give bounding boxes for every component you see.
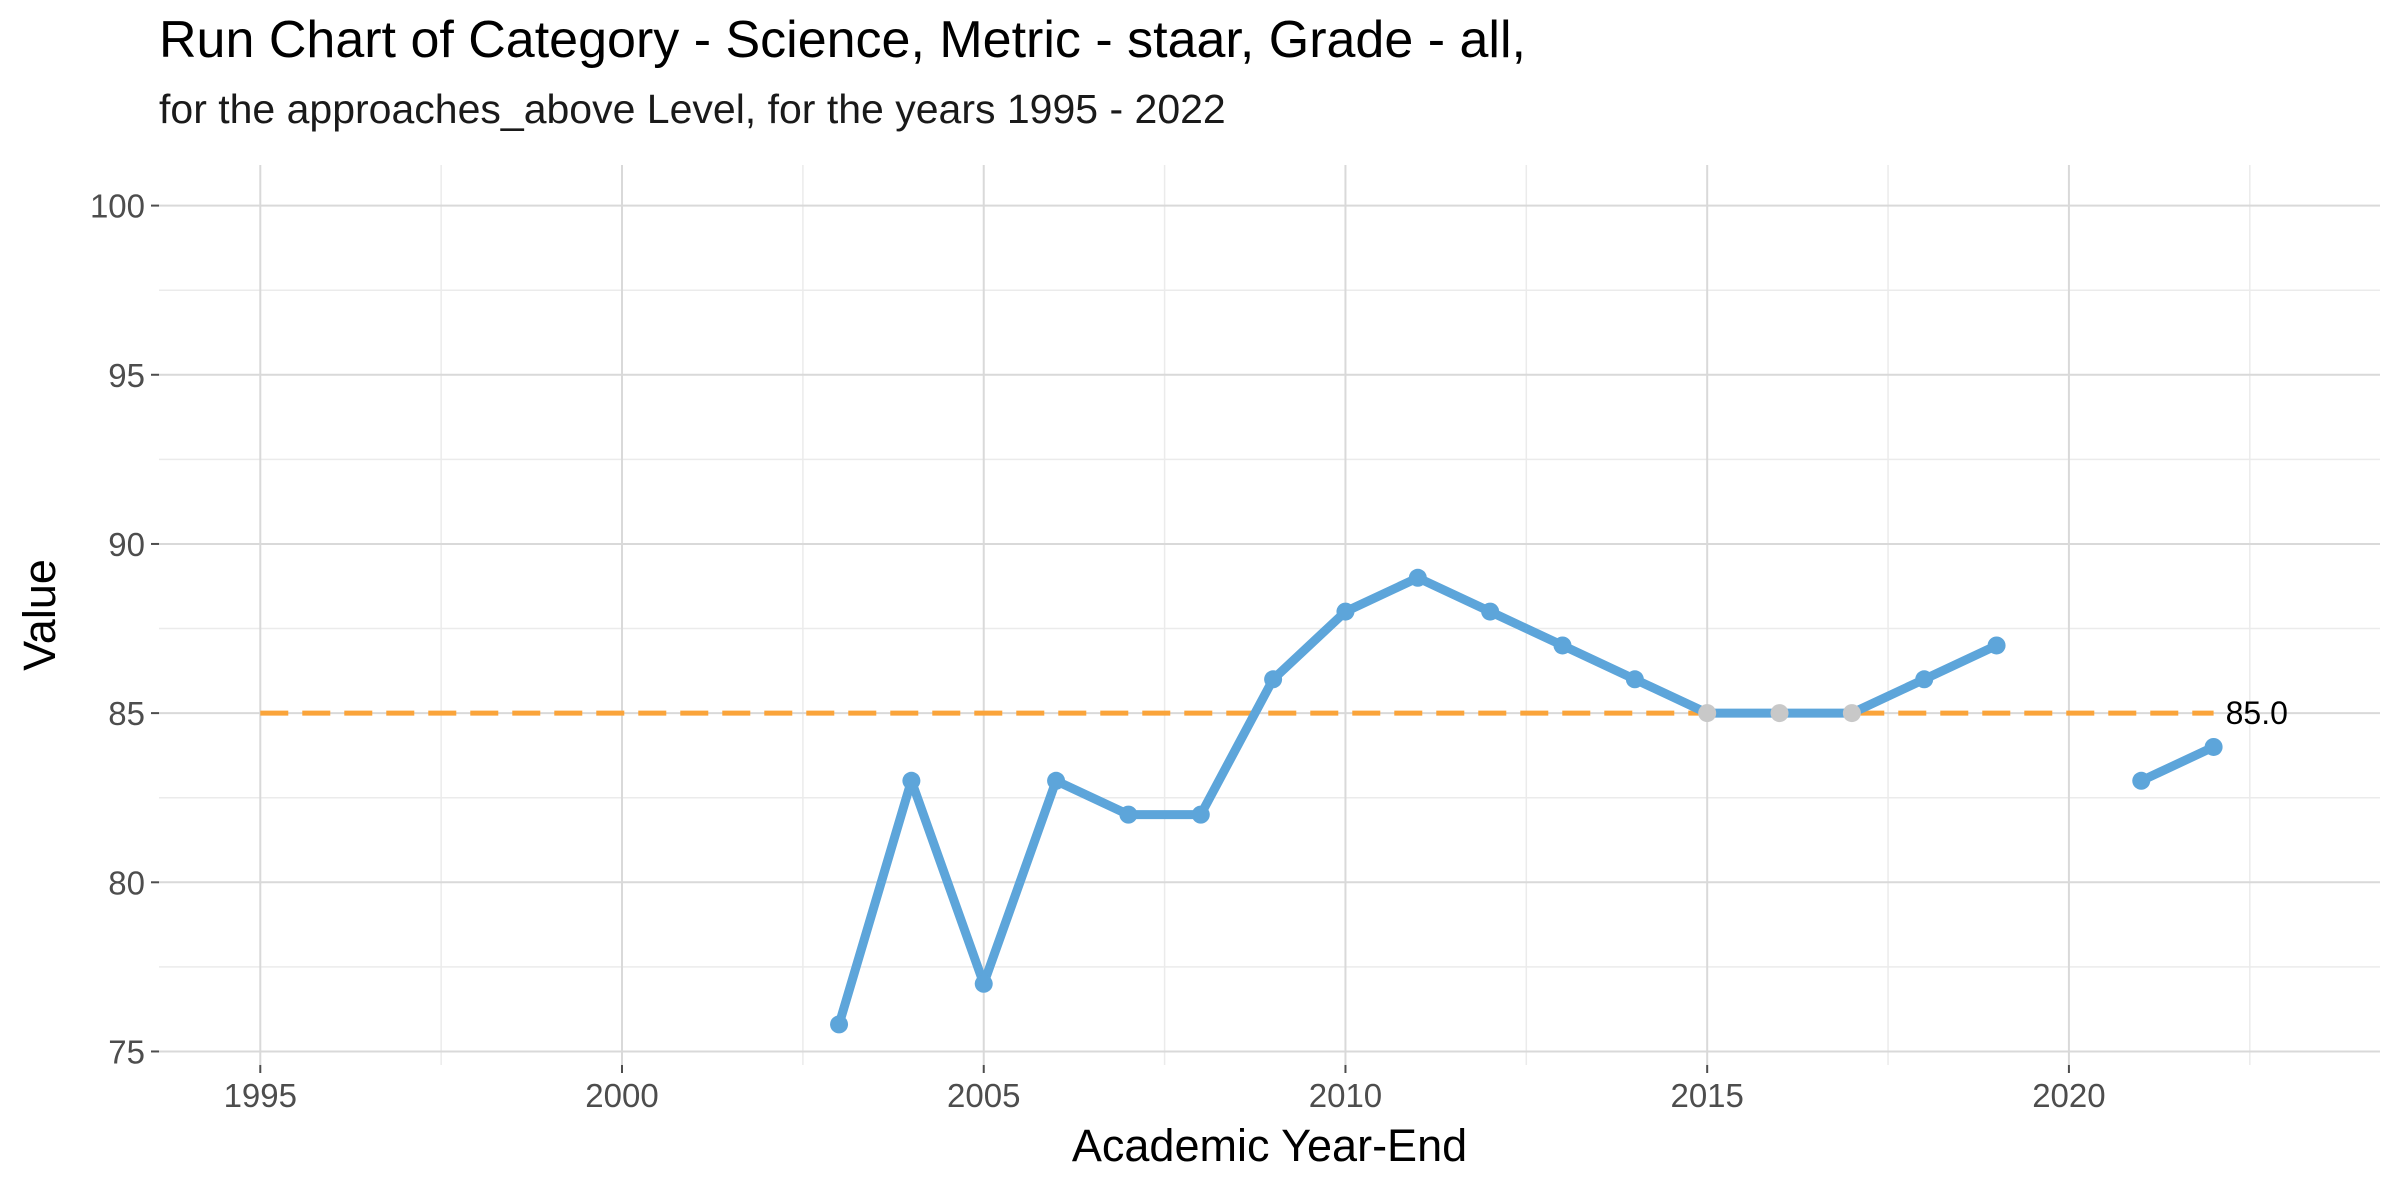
x-axis-ticks: 1995 2000 2005 2010 2015 2020 xyxy=(224,1065,2106,1114)
y-tick-label: 85 xyxy=(108,695,145,732)
data-point xyxy=(1987,636,2006,655)
y-axis-ticks: 75 80 85 90 95 100 xyxy=(90,188,159,1070)
reference-line-group: 85.0 xyxy=(260,695,2288,731)
chart-title: Run Chart of Category - Science, Metric … xyxy=(159,11,1526,69)
y-tick-label: 90 xyxy=(108,526,145,563)
data-point-on-center xyxy=(1698,704,1717,723)
x-tick-label: 2020 xyxy=(2032,1077,2105,1114)
data-point xyxy=(1191,805,1210,824)
data-point xyxy=(2204,737,2223,756)
y-tick-label: 80 xyxy=(108,864,145,901)
y-axis-label: Value xyxy=(14,559,65,671)
minor-gridlines xyxy=(159,165,2380,1065)
data-point xyxy=(830,1015,849,1034)
data-point xyxy=(2132,771,2151,790)
data-point xyxy=(902,771,921,790)
data-point xyxy=(974,974,993,993)
x-tick-label: 2010 xyxy=(1309,1077,1382,1114)
data-point xyxy=(1047,771,1066,790)
data-point xyxy=(1915,670,1934,689)
data-point-on-center xyxy=(1770,704,1789,723)
series-line xyxy=(2136,742,2219,786)
reference-line-label: 85.0 xyxy=(2226,695,2288,731)
x-tick-label: 2000 xyxy=(585,1077,658,1114)
plot-panel xyxy=(159,165,2380,1065)
data-point xyxy=(1119,805,1138,824)
x-tick-label: 2015 xyxy=(1670,1077,1743,1114)
y-tick-label: 100 xyxy=(90,188,145,225)
major-gridlines xyxy=(159,165,2380,1065)
y-tick-label: 95 xyxy=(108,357,145,394)
data-point xyxy=(1625,670,1644,689)
y-tick-label: 75 xyxy=(108,1033,145,1070)
series-points xyxy=(830,568,2223,1034)
x-tick-label: 2005 xyxy=(947,1077,1020,1114)
chart-subtitle: for the approaches_above Level, for the … xyxy=(159,86,1226,132)
data-point xyxy=(1264,670,1283,689)
x-axis-label: Academic Year-End xyxy=(1071,1120,1468,1171)
data-point xyxy=(1481,602,1500,621)
data-point xyxy=(1408,568,1427,587)
data-point xyxy=(1336,602,1355,621)
data-point xyxy=(1553,636,1572,655)
data-point-on-center xyxy=(1842,704,1861,723)
x-tick-label: 1995 xyxy=(224,1077,297,1114)
